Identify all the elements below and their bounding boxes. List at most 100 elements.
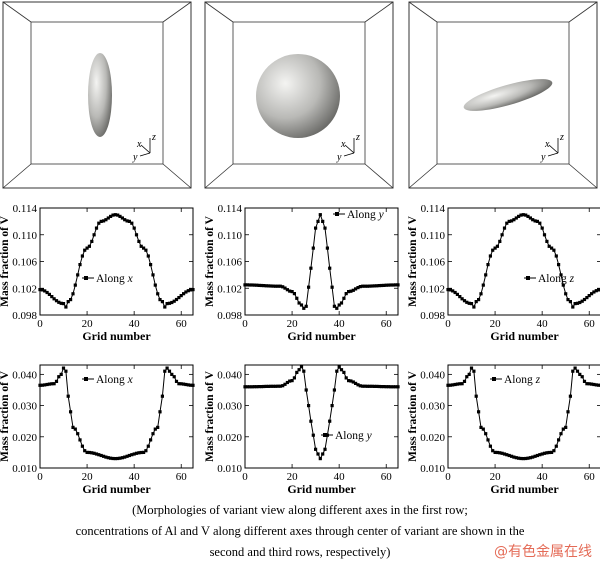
data-point (363, 384, 367, 388)
axis-triad-3: z x y (540, 132, 564, 163)
y-axis-label: Mass fraction of V (204, 215, 216, 307)
x-tick-label: 60 (584, 471, 596, 483)
data-point (557, 263, 561, 267)
caption-line-2: concentrations of Al and V along differe… (75, 524, 525, 538)
data-point (90, 239, 94, 243)
plot-frame (244, 364, 399, 469)
data-point (130, 453, 134, 457)
data-point (500, 451, 504, 455)
data-point (278, 284, 282, 288)
data-point (580, 299, 584, 303)
data-point (116, 213, 120, 217)
data-point (594, 289, 598, 293)
data-point (172, 375, 176, 379)
y-tick-label: 0.114 (421, 203, 446, 215)
data-point (170, 372, 174, 376)
data-point (528, 456, 532, 460)
data-point (387, 385, 391, 389)
data-point (264, 284, 268, 288)
data-point (281, 285, 285, 289)
x-tick-label: 20 (82, 318, 94, 330)
legend-label: Along x (96, 273, 134, 285)
data-point (139, 244, 143, 248)
x-tick-label: 40 (334, 318, 346, 330)
data-point (78, 263, 82, 267)
x-axis-label: Grid number (287, 329, 356, 343)
data-point (257, 283, 261, 287)
data-point (299, 365, 304, 369)
data-point (460, 382, 464, 386)
data-point (481, 283, 485, 287)
data-point (66, 300, 70, 304)
y-tick-label: 0.030 (217, 401, 242, 413)
data-point (78, 438, 82, 442)
series-line (245, 365, 398, 460)
data-point (451, 289, 455, 293)
data-point (92, 233, 96, 237)
data-point (486, 438, 490, 442)
data-point (274, 284, 278, 288)
data-point (472, 369, 476, 373)
data-point (142, 246, 146, 250)
y-axis-label: Mass fraction of V (407, 215, 419, 307)
data-point (191, 383, 195, 387)
data-point (184, 290, 188, 294)
data-point (578, 300, 582, 305)
data-point (106, 456, 110, 460)
data-point (71, 425, 75, 429)
data-point (538, 221, 542, 225)
data-point (297, 301, 301, 305)
data-point (510, 219, 514, 223)
y-tick-label: 0.110 (13, 230, 38, 242)
v-profile-chart-6: 0 20 40 60 0.010 0.020 0.030 0.040 Grid number Ma… (407, 364, 600, 496)
data-point (139, 450, 143, 455)
data-point (465, 300, 469, 304)
data-point (47, 382, 51, 386)
data-point (304, 304, 308, 308)
y-tick-label: 0.106 (217, 257, 242, 269)
data-point (163, 369, 167, 373)
data-point (363, 284, 367, 288)
data-point (394, 283, 398, 287)
data-point (484, 432, 488, 436)
data-point (153, 283, 157, 287)
data-point (309, 419, 313, 423)
data-point (479, 425, 483, 429)
data-point (245, 385, 249, 389)
data-point (87, 244, 91, 248)
data-point (356, 286, 360, 290)
data-point (38, 288, 42, 292)
data-point (158, 298, 162, 302)
data-point (365, 384, 369, 388)
data-point (542, 233, 547, 237)
data-point (64, 369, 68, 373)
data-point (266, 284, 271, 288)
data-point (318, 213, 322, 217)
y-tick-label: 0.020 (12, 432, 37, 444)
data-point (512, 218, 516, 222)
data-point (479, 292, 483, 296)
data-point (283, 382, 287, 386)
data-point (52, 297, 56, 301)
data-point (394, 385, 398, 389)
data-point (43, 383, 47, 387)
axis-triad-1: z x y (132, 132, 156, 163)
data-point (50, 295, 54, 299)
data-point (85, 246, 89, 250)
data-point (370, 384, 374, 388)
data-point (592, 382, 596, 387)
y-tick-label: 0.010 (217, 463, 242, 475)
data-point (339, 368, 344, 372)
data-point (590, 292, 594, 296)
data-point (448, 383, 452, 387)
data-point (318, 457, 322, 461)
data-point (545, 239, 549, 243)
y-tick-label: 0.110 (421, 230, 446, 242)
morphology-panel-2 (204, 1, 394, 189)
data-point (547, 450, 551, 455)
data-point (264, 384, 268, 388)
data-point (118, 456, 122, 460)
y-axis-label: Mass fraction of V (0, 370, 11, 462)
data-point (592, 290, 596, 294)
data-point (545, 451, 549, 455)
